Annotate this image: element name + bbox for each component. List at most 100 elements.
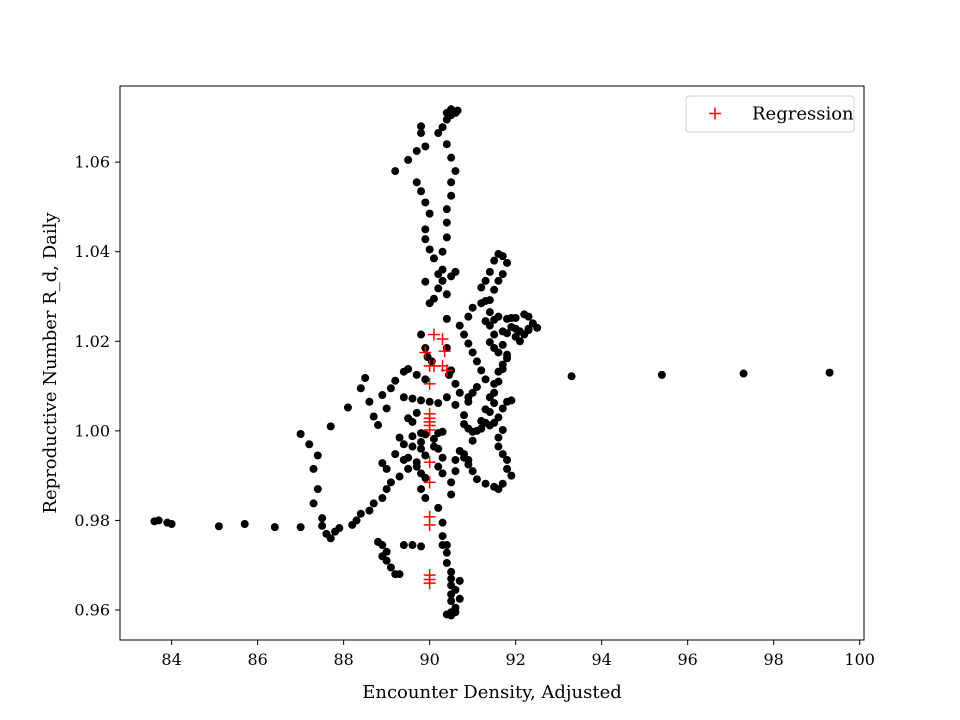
data-point: [464, 397, 473, 406]
data-point: [442, 548, 451, 557]
data-point: [378, 494, 387, 503]
data-point: [154, 516, 163, 525]
data-point: [451, 379, 460, 388]
data-point: [408, 442, 417, 451]
data-point: [417, 444, 426, 453]
data-point: [395, 472, 404, 481]
regression-point: [423, 456, 436, 469]
data-point: [421, 198, 430, 207]
data-point: [468, 388, 477, 397]
data-point: [528, 319, 537, 328]
data-point: [313, 451, 322, 460]
data-point: [438, 427, 447, 436]
data-point: [494, 413, 503, 422]
data-point: [460, 453, 469, 462]
data-point: [442, 290, 451, 299]
data-point: [498, 425, 507, 434]
data-point: [455, 594, 464, 603]
data-point: [429, 434, 438, 443]
data-point: [434, 503, 443, 512]
data-point: [382, 485, 391, 494]
data-point: [438, 265, 447, 274]
regression-point: [423, 377, 436, 390]
data-point: [451, 608, 460, 617]
data-point: [507, 313, 516, 322]
data-point: [520, 330, 529, 339]
data-point: [369, 499, 378, 508]
data-point: [477, 283, 486, 292]
data-point: [507, 396, 516, 405]
data-point: [408, 432, 417, 441]
data-point: [356, 509, 365, 518]
data-point: [438, 469, 447, 478]
x-axis-label: Encounter Density, Adjusted: [362, 682, 622, 703]
data-point: [451, 455, 460, 464]
data-point: [356, 384, 365, 393]
x-tick-label: 94: [591, 650, 611, 669]
data-point: [472, 357, 481, 366]
data-point: [490, 330, 499, 339]
data-point: [438, 276, 447, 285]
data-point: [455, 388, 464, 397]
data-point: [447, 178, 456, 187]
data-point: [421, 473, 430, 482]
data-point: [318, 514, 327, 523]
data-point: [468, 467, 477, 476]
regression-point: [423, 577, 436, 590]
plot-frame: [119, 85, 865, 641]
x-tick-label: 86: [247, 650, 267, 669]
data-point: [378, 459, 387, 468]
data-point: [434, 399, 443, 408]
x-tick-label: 98: [764, 650, 784, 669]
data-point: [382, 556, 391, 565]
data-point: [417, 429, 426, 438]
data-point: [408, 394, 417, 403]
data-point: [386, 478, 395, 487]
data-point: [365, 397, 374, 406]
data-point: [498, 252, 507, 261]
data-point: [434, 462, 443, 471]
data-point: [438, 247, 447, 256]
data-point: [412, 370, 421, 379]
data-point: [343, 403, 352, 412]
data-point: [412, 146, 421, 155]
data-point: [417, 129, 426, 138]
data-point: [460, 330, 469, 339]
data-point: [490, 399, 499, 408]
data-point: [429, 254, 438, 263]
data-point: [382, 464, 391, 473]
data-point: [270, 523, 279, 532]
data-point: [348, 520, 357, 529]
data-point: [442, 218, 451, 227]
data-point: [447, 597, 456, 606]
data-point: [296, 429, 305, 438]
data-point: [460, 411, 469, 420]
data-point: [421, 494, 430, 503]
data-point: [442, 558, 451, 567]
legend-label-regression: Regression: [752, 104, 854, 125]
data-point: [442, 541, 451, 550]
data-point: [421, 451, 430, 460]
regression-point: [423, 423, 436, 436]
data-point: [378, 391, 387, 400]
data-point: [417, 542, 426, 551]
data-point: [382, 404, 391, 413]
data-point: [391, 376, 400, 385]
data-point: [240, 520, 249, 529]
data-point: [468, 427, 477, 436]
data-point: [417, 485, 426, 494]
legend: Regression: [685, 95, 855, 133]
data-point: [468, 436, 477, 445]
data-point: [485, 296, 494, 305]
data-point: [515, 337, 524, 346]
data-point: [498, 270, 507, 279]
data-point: [391, 450, 400, 459]
data-point: [490, 418, 499, 427]
data-point: [214, 522, 223, 531]
data-point: [417, 396, 426, 405]
data-point: [421, 142, 430, 151]
data-point: [464, 339, 473, 348]
data-point: [455, 576, 464, 585]
y-axis-label: Reproductive Number R_d, Daily: [40, 212, 61, 514]
data-point: [417, 330, 426, 339]
